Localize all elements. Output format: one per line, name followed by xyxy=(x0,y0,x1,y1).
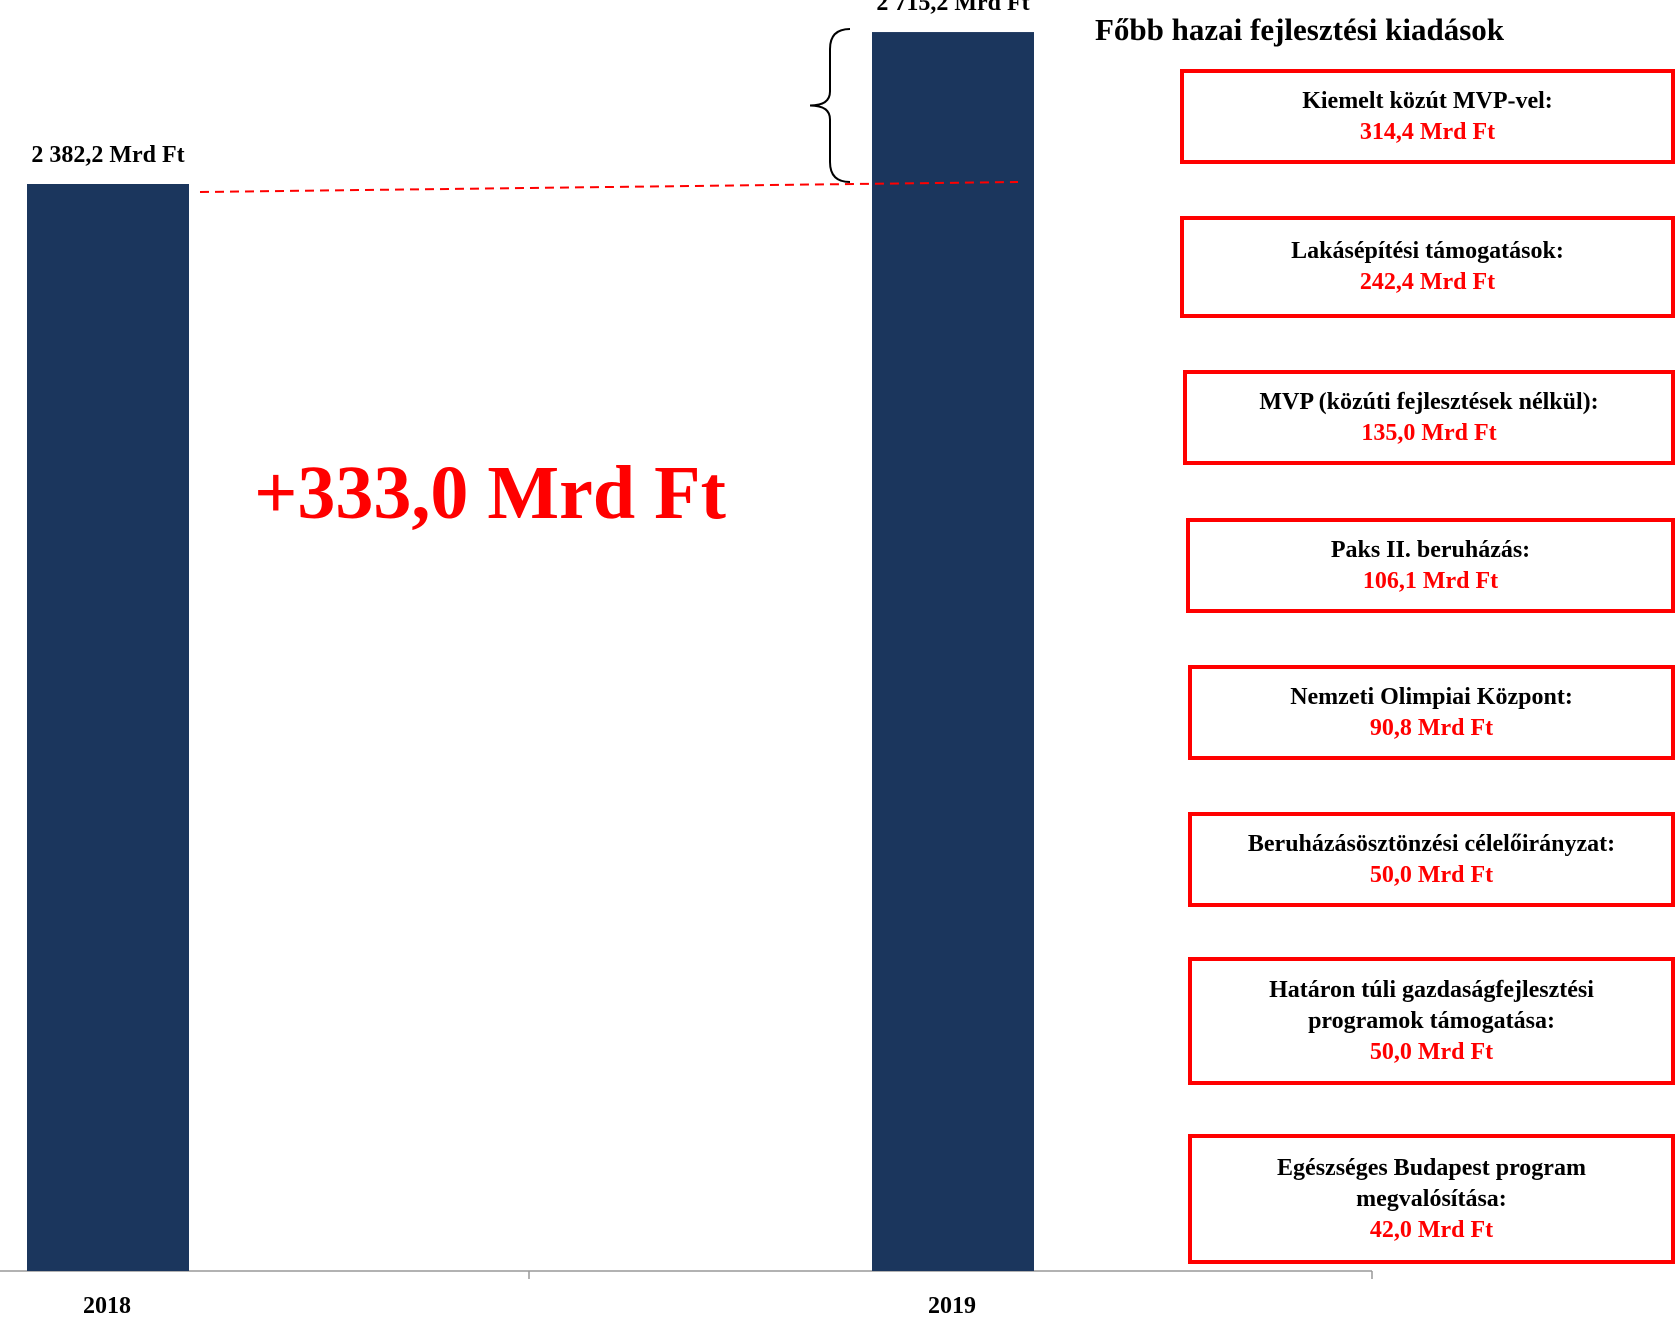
expense-label: Kiemelt közút MVP-vel: xyxy=(1302,87,1553,114)
expense-box-paks: Paks II. beruházás: 106,1 Mrd Ft xyxy=(1186,518,1675,613)
difference-label: +333,0 Mrd Ft xyxy=(254,451,726,535)
bar-2019 xyxy=(872,32,1034,1272)
x-tick-label-2018: 2018 xyxy=(83,1293,131,1317)
expense-label: Paks II. beruházás: xyxy=(1330,536,1531,563)
expense-box-housing: Lakásépítési támogatások: 242,4 Mrd Ft xyxy=(1180,216,1675,318)
expense-value: 242,4 Mrd Ft xyxy=(1359,269,1496,295)
value-label-2019: 2 715,2 Mrd Ft xyxy=(876,0,1029,16)
bar-2018 xyxy=(27,184,189,1271)
expense-box-budapest: Egészséges Budapest program megvalósítás… xyxy=(1188,1134,1675,1264)
x-tick-label-2019: 2019 xyxy=(928,1293,976,1317)
expense-label: Nemzeti Olimpiai Központ: xyxy=(1290,683,1573,710)
expense-value: 42,0 Mrd Ft xyxy=(1369,1216,1494,1243)
expense-value: 106,1 Mrd Ft xyxy=(1362,567,1499,594)
reference-line xyxy=(199,181,1019,194)
expense-label: MVP (közúti fejlesztések nélkül): xyxy=(1259,388,1599,415)
expense-value: 90,8 Mrd Ft xyxy=(1369,714,1494,741)
panel-title: Főbb hazai fejlesztési kiadások xyxy=(1095,12,1505,47)
expense-value: 50,0 Mrd Ft xyxy=(1369,1038,1494,1065)
expense-box-road: Kiemelt közút MVP-vel: 314,4 Mrd Ft xyxy=(1180,69,1675,164)
expense-label: Lakásépítési támogatások: xyxy=(1291,238,1564,264)
expense-label: Egészséges Budapest program megvalósítás… xyxy=(1277,1154,1586,1212)
expense-box-crossborder: Határon túli gazdaságfejlesztési program… xyxy=(1188,957,1675,1085)
value-label-2018: 2 382,2 Mrd Ft xyxy=(31,142,184,168)
expense-box-investment: Beruházásösztönzési célelőirányzat: 50,0… xyxy=(1188,812,1675,907)
expense-label: Beruházásösztönzési célelőirányzat: xyxy=(1247,830,1616,857)
difference-brace xyxy=(809,28,851,184)
expense-value: 50,0 Mrd Ft xyxy=(1369,861,1494,888)
expense-value: 314,4 Mrd Ft xyxy=(1359,118,1496,145)
expense-value: 135,0 Mrd Ft xyxy=(1361,419,1497,446)
expense-box-olympic: Nemzeti Olimpiai Központ: 90,8 Mrd Ft xyxy=(1188,665,1675,760)
expense-label: Határon túli gazdaságfejlesztési program… xyxy=(1269,976,1594,1034)
expense-box-mvp: MVP (közúti fejlesztések nélkül): 135,0 … xyxy=(1183,370,1675,465)
